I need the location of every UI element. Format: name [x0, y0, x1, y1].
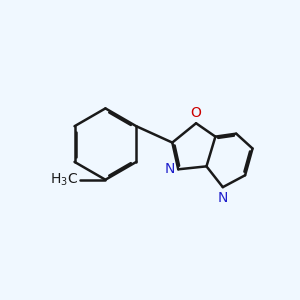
- Text: N: N: [164, 162, 175, 176]
- Text: $\mathregular{H_3C}$: $\mathregular{H_3C}$: [50, 172, 78, 188]
- Text: O: O: [190, 106, 202, 120]
- Text: N: N: [218, 191, 228, 205]
